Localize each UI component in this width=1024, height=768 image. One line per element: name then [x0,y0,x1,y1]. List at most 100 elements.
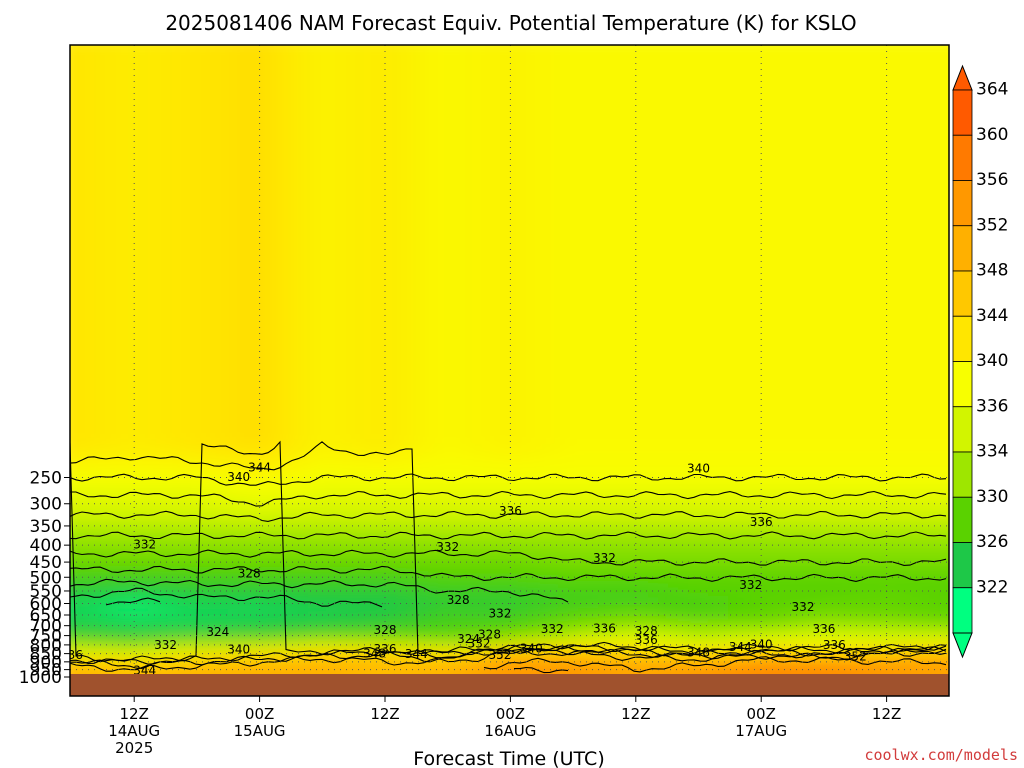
field-cell [288,111,299,118]
field-cell [188,279,199,286]
field-cell [638,117,649,124]
field-cell [908,303,919,310]
field-cell [628,63,639,70]
field-cell [758,69,769,76]
field-cell [868,207,879,214]
field-cell [828,357,839,364]
field-cell [918,171,929,178]
field-cell [328,279,339,286]
field-cell [868,297,879,304]
field-cell [818,267,829,274]
field-cell [138,57,149,64]
field-cell [638,159,649,166]
field-cell [668,309,679,316]
field-cell [558,297,569,304]
field-cell [408,207,419,214]
field-cell [538,345,549,352]
field-cell [648,285,659,292]
field-cell [348,105,359,112]
field-cell [628,117,639,124]
field-cell [458,315,469,322]
field-cell [788,231,799,238]
field-cell [508,201,519,208]
field-cell [848,231,859,238]
field-cell [708,111,719,118]
field-cell [538,213,549,220]
field-cell [928,51,939,58]
field-cell [548,297,559,304]
field-cell [298,201,309,208]
field-cell [558,243,569,250]
field-cell [608,261,619,268]
field-cell [608,279,619,286]
field-cell [638,219,649,226]
field-cell [888,267,899,274]
field-cell [70,333,79,340]
field-cell [258,273,269,280]
field-cell [108,225,119,232]
field-cell [708,279,719,286]
field-cell [808,183,819,190]
field-cell [648,201,659,208]
field-cell [838,171,849,178]
field-cell [888,321,899,328]
field-cell [398,69,409,76]
field-cell [178,165,189,172]
field-cell [268,219,279,226]
field-cell [528,333,539,340]
field-cell [248,225,259,232]
field-cell [838,195,849,202]
field-cell [428,207,439,214]
field-cell [158,153,169,160]
field-cell [548,351,559,358]
field-cell [168,225,179,232]
field-cell [208,99,219,106]
field-cell [378,201,389,208]
field-cell [688,153,699,160]
field-cell [908,213,919,220]
field-cell [598,333,609,340]
field-cell [878,327,889,334]
field-cell [338,159,349,166]
field-cell [58,177,69,184]
field-cell [568,291,579,298]
field-cell [778,321,789,328]
field-cell [938,237,949,244]
field-cell [258,111,269,118]
field-cell [388,351,399,358]
field-cell [608,321,619,328]
field-cell [908,351,919,358]
field-cell [328,327,339,334]
field-cell [838,321,849,328]
field-cell [768,201,779,208]
field-cell [868,165,879,172]
field-cell [808,315,819,322]
field-cell [408,303,419,310]
field-cell [958,57,969,64]
field-cell [118,87,129,94]
field-cell [798,255,809,262]
field-cell [828,207,839,214]
field-cell [888,195,899,202]
field-cell [298,231,309,238]
field-cell [658,111,669,118]
field-cell [458,243,469,250]
field-cell [458,195,469,202]
field-cell [348,267,359,274]
field-cell [388,309,399,316]
field-cell [88,273,99,280]
field-cell [658,195,669,202]
field-cell [708,297,719,304]
field-cell [338,303,349,310]
field-cell [708,117,719,124]
field-cell [858,135,869,142]
field-cell [778,339,789,346]
field-cell [608,171,619,178]
field-cell [148,309,159,316]
field-cell [608,273,619,280]
field-cell [158,225,169,232]
field-cell [268,201,279,208]
field-cell [378,171,389,178]
field-cell [648,195,659,202]
field-cell [768,69,779,76]
